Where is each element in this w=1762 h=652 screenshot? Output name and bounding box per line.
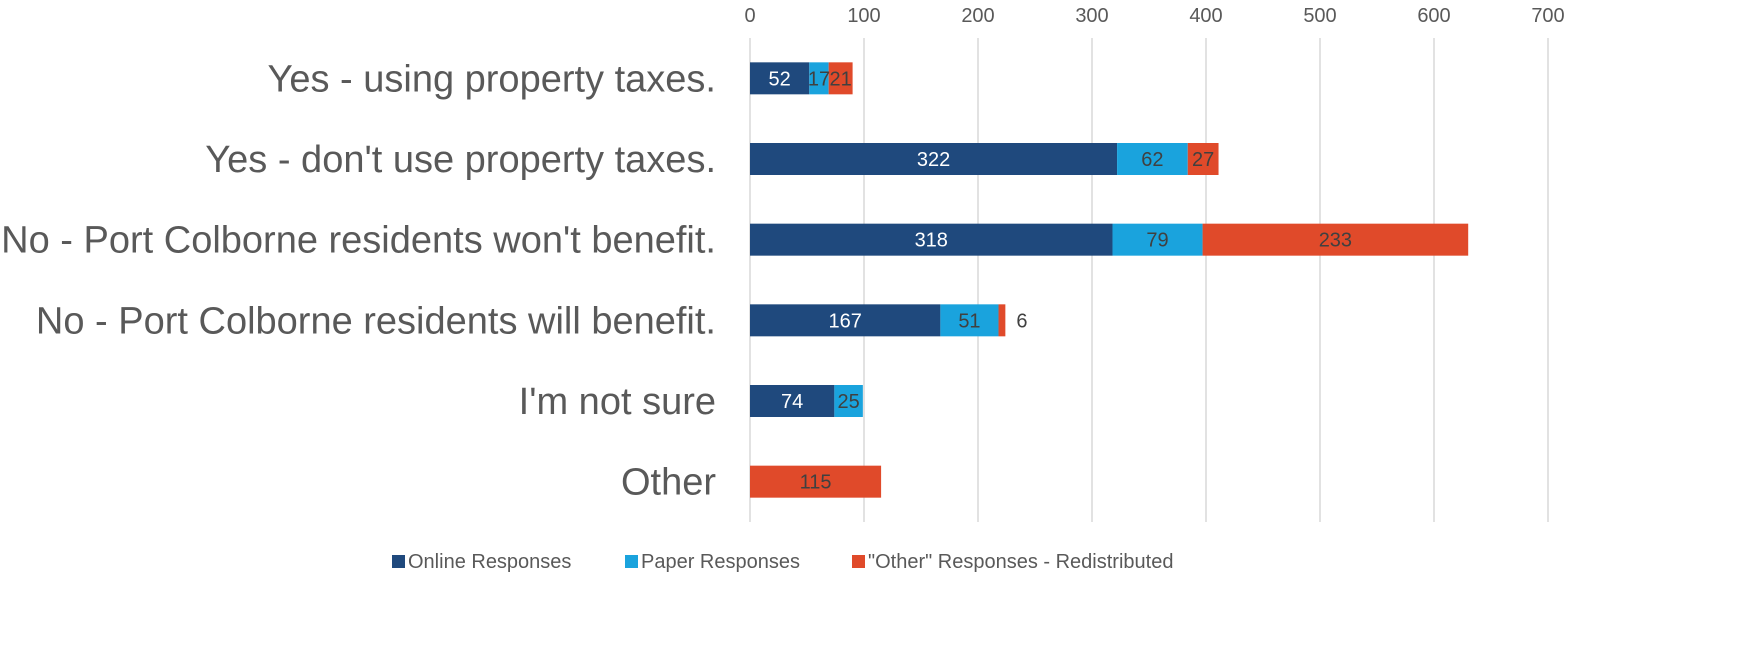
bar-segment bbox=[834, 385, 863, 417]
data-label: 52 bbox=[769, 68, 791, 90]
legend: Online Responses Paper Responses "Other" R… bbox=[392, 551, 1173, 573]
category-label: Yes - using property taxes. bbox=[267, 58, 716, 100]
category-labels: Yes - using property taxes. Yes - don't u… bbox=[1, 58, 716, 503]
legend-label: "Other" Responses - Redistributed bbox=[868, 551, 1173, 573]
x-axis-ticks: 0 100 200 300 400 500 600 700 bbox=[744, 5, 1564, 27]
category-label: Other bbox=[621, 462, 716, 504]
bar-segment bbox=[750, 62, 810, 95]
x-tick-label: 300 bbox=[1075, 5, 1108, 27]
data-label: 79 bbox=[1146, 230, 1168, 252]
category-label: No - Port Colborne residents will benefi… bbox=[36, 300, 716, 342]
x-tick-label: 600 bbox=[1417, 5, 1450, 27]
data-label: 6 bbox=[1016, 310, 1027, 332]
data-label: 115 bbox=[800, 472, 832, 494]
data-label: 233 bbox=[1319, 230, 1352, 252]
bar-segment bbox=[809, 62, 829, 95]
x-tick-label: 700 bbox=[1531, 5, 1564, 27]
bar-segment bbox=[750, 143, 1118, 175]
data-label: 25 bbox=[837, 391, 859, 413]
legend-label: Online Responses bbox=[408, 551, 571, 573]
bar-segment bbox=[940, 304, 999, 337]
bar-segment bbox=[828, 62, 853, 95]
data-label: 17 bbox=[808, 68, 830, 90]
gridlines bbox=[749, 38, 1549, 522]
data-labels: 52 17 21 322 62 27 318 79 233 167 51 6 74 25 115 bbox=[769, 68, 1353, 493]
bar-segment bbox=[998, 304, 1006, 337]
bar-segment bbox=[1112, 223, 1203, 256]
legend-label: Paper Responses bbox=[641, 551, 800, 573]
data-label: 21 bbox=[830, 68, 852, 90]
bar-segment bbox=[1187, 143, 1219, 175]
bar-segment bbox=[1202, 223, 1469, 256]
legend-swatch bbox=[392, 555, 405, 568]
legend-swatch bbox=[625, 555, 638, 568]
bar-segment bbox=[750, 304, 941, 337]
legend-swatch bbox=[852, 555, 865, 568]
x-tick-label: 500 bbox=[1303, 5, 1336, 27]
bar-segment bbox=[750, 223, 1113, 256]
data-label: 167 bbox=[829, 310, 862, 332]
x-tick-label: 100 bbox=[847, 5, 880, 27]
data-label: 318 bbox=[915, 230, 948, 252]
x-tick-label: 400 bbox=[1189, 5, 1222, 27]
data-label: 74 bbox=[781, 391, 803, 413]
bar-segment bbox=[750, 385, 835, 417]
category-label: Yes - don't use property taxes. bbox=[205, 139, 716, 181]
bar-segment bbox=[750, 465, 882, 498]
bar-segment bbox=[1117, 143, 1188, 175]
category-label: I'm not sure bbox=[519, 381, 716, 423]
data-label: 51 bbox=[958, 310, 980, 332]
data-label: 27 bbox=[1192, 149, 1214, 171]
category-label: No - Port Colborne residents won't benef… bbox=[1, 220, 716, 262]
x-tick-label: 200 bbox=[961, 5, 994, 27]
x-tick-label: 0 bbox=[744, 5, 755, 27]
data-label: 62 bbox=[1141, 149, 1163, 171]
data-label: 322 bbox=[917, 149, 950, 171]
bars bbox=[750, 62, 1469, 498]
